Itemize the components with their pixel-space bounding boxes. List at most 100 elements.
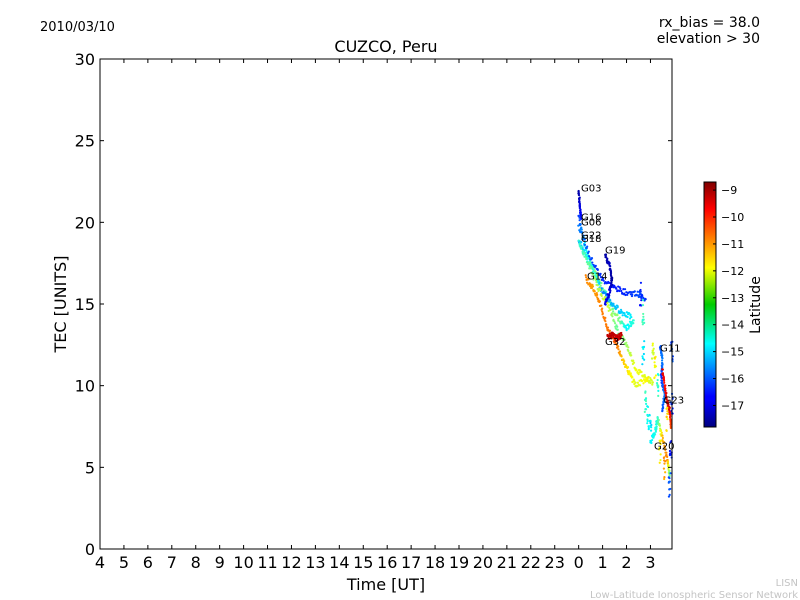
- satellite-label: G20: [654, 441, 674, 452]
- data-point: [668, 416, 672, 419]
- data-point: [596, 268, 599, 271]
- data-point: [651, 349, 655, 352]
- y-tick-label: 10: [75, 377, 95, 396]
- data-point: [638, 304, 642, 307]
- colorbar-tick-label: −15: [721, 346, 744, 359]
- data-point: [646, 376, 650, 379]
- data-point: [651, 438, 654, 442]
- data-point: [577, 192, 580, 195]
- data-point: [594, 272, 597, 275]
- data-point: [663, 476, 666, 479]
- data-point: [647, 425, 650, 428]
- data-point: [589, 283, 592, 286]
- data-point: [581, 231, 584, 234]
- data-point: [584, 274, 587, 277]
- x-tick-label: 17: [401, 553, 421, 572]
- data-point: [643, 340, 646, 343]
- data-point: [651, 342, 654, 345]
- data-point: [588, 267, 591, 270]
- data-point: [649, 429, 653, 432]
- data-point: [624, 293, 627, 297]
- data-point: [661, 357, 664, 360]
- x-tick-label: 0: [574, 553, 584, 572]
- data-point: [661, 407, 664, 410]
- data-point: [608, 332, 612, 335]
- data-point: [629, 351, 632, 354]
- data-point: [668, 493, 671, 496]
- data-point: [626, 344, 629, 347]
- y-tick-label: 25: [75, 132, 95, 151]
- data-point: [641, 379, 644, 383]
- data-point: [668, 474, 671, 477]
- data-point: [644, 397, 648, 400]
- data-point: [658, 424, 662, 427]
- y-tick-label: 30: [75, 50, 95, 69]
- data-point: [605, 323, 608, 326]
- data-point: [634, 381, 637, 384]
- data-point: [601, 307, 604, 310]
- data-point: [592, 268, 595, 271]
- colorbar-tick-label: −17: [721, 399, 744, 412]
- data-point: [669, 413, 672, 416]
- x-axis-label: Time [UT]: [346, 575, 425, 594]
- data-point: [669, 472, 672, 475]
- data-point: [653, 356, 656, 359]
- data-point: [627, 349, 630, 353]
- data-point: [642, 315, 645, 318]
- data-point: [608, 281, 611, 284]
- data-point: [610, 336, 613, 340]
- data-point: [661, 403, 664, 407]
- data-point: [596, 284, 599, 287]
- data-point: [632, 361, 636, 364]
- colorbar: [703, 181, 717, 428]
- data-point: [640, 370, 643, 374]
- data-point: [636, 290, 639, 293]
- satellite-label: G19: [605, 245, 625, 256]
- y-tick-label: 20: [75, 213, 95, 232]
- colorbar-tick-label: −14: [721, 319, 744, 332]
- data-point: [644, 402, 648, 405]
- data-point: [579, 208, 582, 211]
- data-point: [583, 238, 586, 241]
- data-point: [609, 270, 613, 273]
- x-tick-label: 10: [233, 553, 253, 572]
- data-point: [585, 281, 589, 284]
- data-point: [661, 409, 664, 412]
- satellite-label: G06: [581, 218, 601, 229]
- data-point: [644, 391, 647, 394]
- data-point: [579, 223, 582, 226]
- data-point: [657, 389, 660, 392]
- data-point: [608, 288, 611, 291]
- data-point: [580, 226, 583, 229]
- data-point: [632, 322, 635, 325]
- data-point: [663, 456, 666, 459]
- data-point: [638, 289, 642, 292]
- data-point: [644, 298, 647, 301]
- data-point: [641, 346, 644, 349]
- data-point: [644, 399, 648, 403]
- x-tick-label: 8: [191, 553, 201, 572]
- data-point: [663, 462, 666, 465]
- data-point: [609, 308, 612, 312]
- data-point: [618, 289, 621, 293]
- data-point: [578, 242, 582, 245]
- data-point: [595, 273, 599, 276]
- data-point: [655, 427, 658, 431]
- data-point: [659, 345, 662, 348]
- data-point: [664, 460, 667, 463]
- data-point: [630, 315, 633, 319]
- data-point: [628, 312, 631, 315]
- data-point: [614, 325, 617, 328]
- x-tick-label: 21: [497, 553, 517, 572]
- data-point: [653, 365, 656, 369]
- data-point: [614, 322, 617, 325]
- data-point: [579, 211, 582, 215]
- plot-frame: [99, 58, 673, 550]
- data-point: [623, 292, 626, 295]
- data-point: [658, 439, 661, 442]
- x-tick-label: 4: [95, 553, 105, 572]
- data-point: [603, 302, 607, 306]
- data-point: [578, 216, 581, 219]
- data-point: [630, 374, 633, 377]
- data-point: [650, 379, 653, 382]
